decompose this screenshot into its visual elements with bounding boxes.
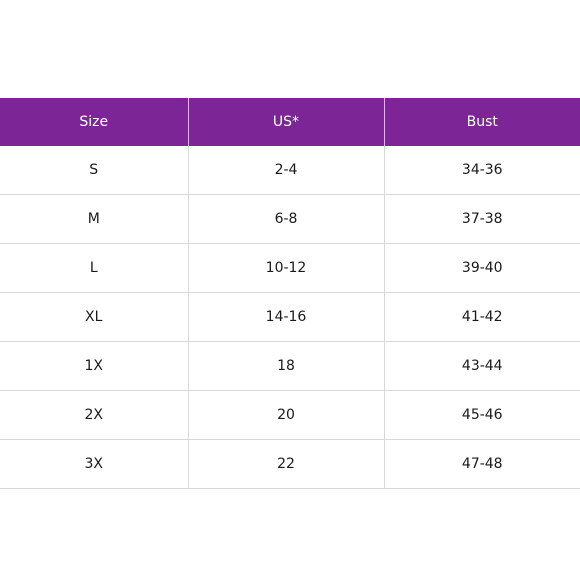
table-row: L 10-12 39-40 (0, 243, 580, 293)
cell-bust: 47-48 (384, 439, 580, 489)
cell-bust: 37-38 (384, 194, 580, 244)
table-row: 1X 18 43-44 (0, 341, 580, 391)
cell-bust: 39-40 (384, 243, 580, 293)
cell-us: 20 (188, 390, 385, 440)
cell-size: 1X (0, 341, 189, 391)
column-header-us: US* (188, 98, 385, 146)
cell-size: L (0, 243, 189, 293)
cell-size: S (0, 146, 189, 195)
table-row: M 6-8 37-38 (0, 194, 580, 244)
table-row: 2X 20 45-46 (0, 390, 580, 440)
table-header-row: Size US* Bust (0, 98, 580, 146)
cell-us: 6-8 (188, 194, 385, 244)
cell-bust: 34-36 (384, 146, 580, 195)
column-header-bust: Bust (384, 98, 580, 146)
cell-bust: 43-44 (384, 341, 580, 391)
cell-us: 2-4 (188, 146, 385, 195)
table-row: 3X 22 47-48 (0, 439, 580, 489)
cell-bust: 41-42 (384, 292, 580, 342)
cell-size: 3X (0, 439, 189, 489)
size-chart-table: Size US* Bust S 2-4 34-36 M 6-8 37-38 L … (0, 98, 580, 489)
cell-us: 10-12 (188, 243, 385, 293)
cell-us: 22 (188, 439, 385, 489)
cell-us: 18 (188, 341, 385, 391)
cell-size: 2X (0, 390, 189, 440)
table-row: S 2-4 34-36 (0, 146, 580, 195)
cell-size: XL (0, 292, 189, 342)
column-header-size: Size (0, 98, 189, 146)
cell-size: M (0, 194, 189, 244)
table-row: XL 14-16 41-42 (0, 292, 580, 342)
cell-bust: 45-46 (384, 390, 580, 440)
cell-us: 14-16 (188, 292, 385, 342)
